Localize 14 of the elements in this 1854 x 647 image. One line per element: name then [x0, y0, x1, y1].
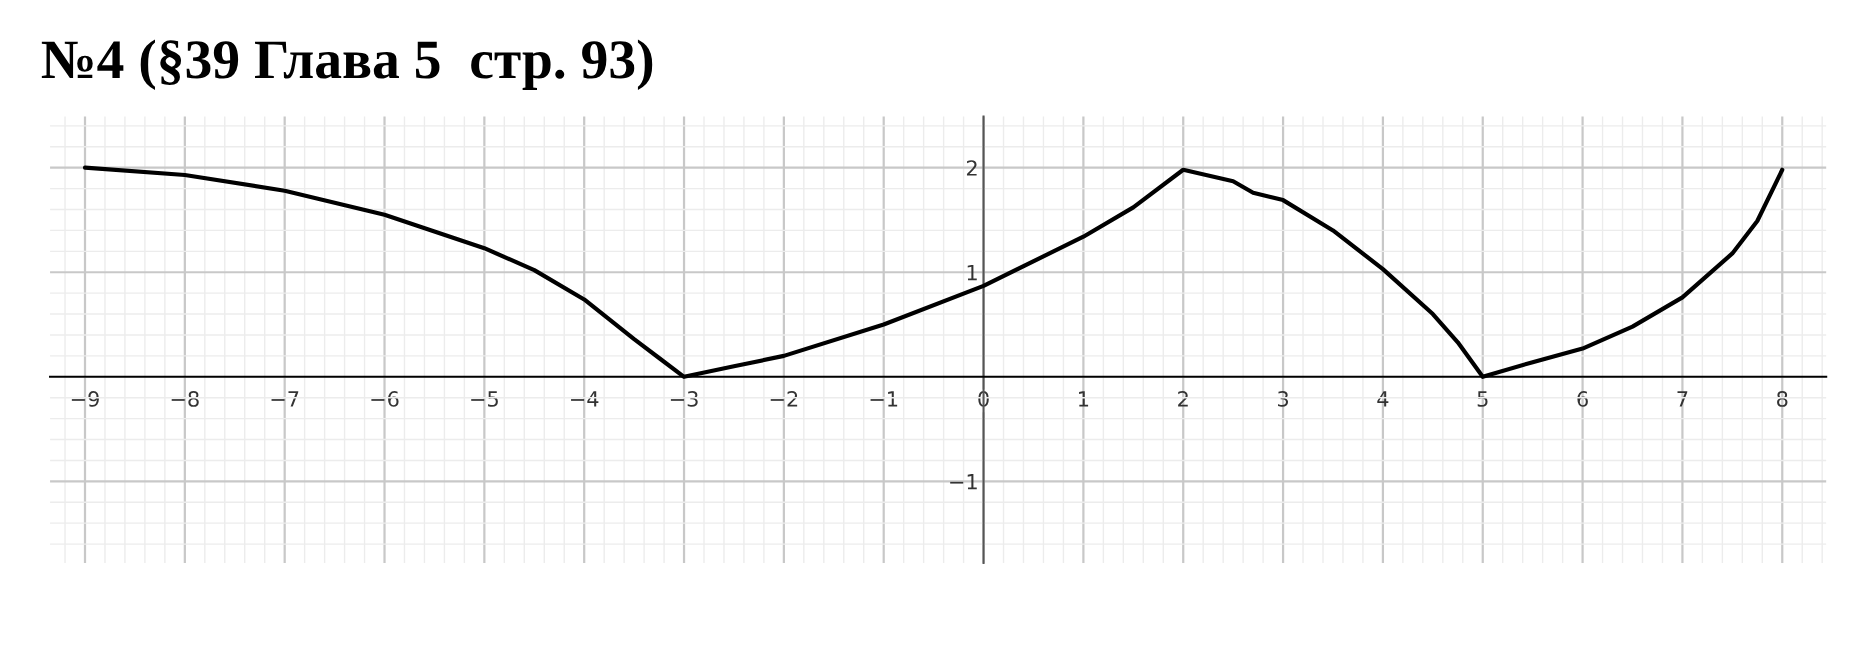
y-tick-label: 1 — [967, 264, 977, 281]
y-tick-label: 2 — [966, 160, 977, 176]
x-tick-label: −8 — [171, 391, 199, 407]
x-tick-label: 2 — [1178, 391, 1188, 407]
x-tick-label: 1 — [1079, 391, 1089, 407]
x-tick-label: −9 — [71, 391, 99, 407]
x-tick-label: −4 — [571, 391, 599, 407]
x-tick-label: −1 — [870, 391, 898, 407]
x-tick-label: 4 — [1377, 391, 1389, 407]
chart-title: №4 (§39 Глава 5 стр. 93) — [41, 39, 653, 90]
x-tick-label: 7 — [1677, 391, 1688, 407]
x-tick-label: −2 — [770, 391, 798, 407]
x-tick-label: −7 — [271, 391, 299, 407]
y-tick-label: −1 — [950, 474, 977, 490]
